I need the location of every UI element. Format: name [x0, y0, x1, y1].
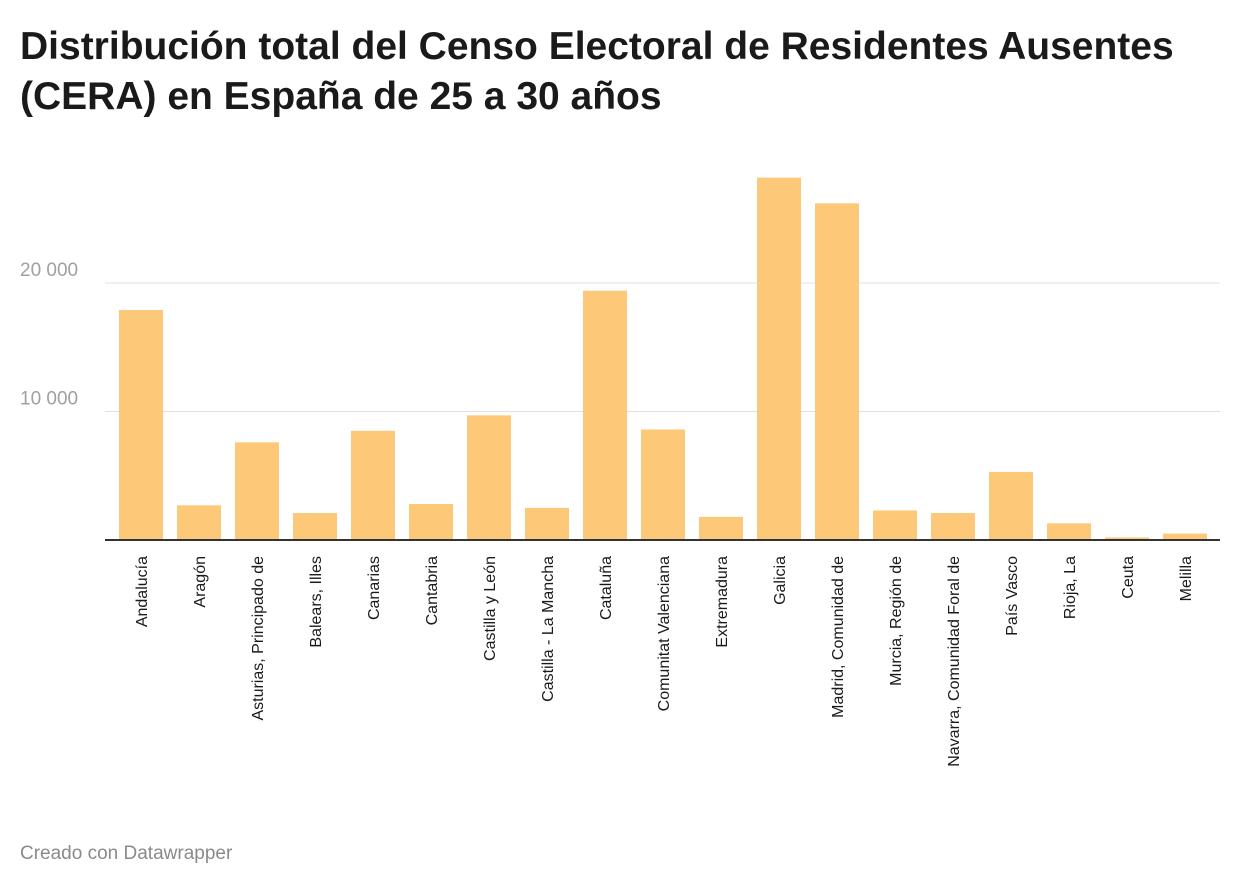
x-tick-label: Asturias, Principado de	[250, 556, 267, 721]
x-tick-label: Galicia	[772, 556, 789, 605]
bar	[989, 471, 1033, 540]
credit-footer: Creado con Datawrapper	[20, 843, 233, 864]
gridlines: 10 000 20 000	[20, 260, 1220, 412]
bar	[641, 429, 685, 540]
x-tick-label: Castilla - La Mancha	[540, 556, 557, 702]
bar	[1163, 533, 1207, 540]
x-tick-label: Rioja, La	[1062, 556, 1079, 619]
x-tick-label: Ceuta	[1120, 556, 1137, 599]
x-tick-label: Extremadura	[714, 556, 731, 648]
x-tick-label: Cantabria	[424, 556, 441, 625]
bar	[699, 516, 743, 540]
bar	[119, 309, 163, 540]
x-tick-label: Comunitat Valenciana	[656, 556, 673, 711]
bar	[583, 290, 627, 540]
bar	[873, 510, 917, 540]
x-tick-label: Navarra, Comunidad Foral de	[946, 556, 963, 767]
bar	[293, 513, 337, 540]
chart-title: Distribución total del Censo Electoral d…	[20, 25, 1174, 118]
x-tick-label: Madrid, Comunidad de	[830, 556, 847, 718]
x-tick-label: Castilla y León	[482, 556, 499, 661]
x-tick-label: Melilla	[1178, 556, 1195, 601]
bar	[1047, 523, 1091, 540]
x-tick-label: Aragón	[192, 556, 209, 608]
bar	[931, 513, 975, 540]
bar	[177, 505, 221, 540]
bar	[235, 442, 279, 540]
bar-chart: 10 000 20 000 Andalucía Aragón Asturias, Pr…	[20, 177, 1220, 767]
bar	[409, 504, 453, 540]
bar	[525, 507, 569, 540]
bars	[119, 177, 1207, 540]
y-tick-label: 20 000	[20, 260, 78, 281]
x-tick-label: Canarias	[366, 556, 383, 620]
bar	[467, 415, 511, 540]
x-axis-labels: Andalucía Aragón Asturias, Principado de Ba…	[134, 556, 1195, 767]
bar	[757, 177, 801, 540]
x-tick-label: Balears, Illes	[308, 556, 325, 648]
bar	[351, 430, 395, 540]
x-tick-label: Andalucía	[134, 556, 151, 627]
bar	[1105, 537, 1149, 540]
y-tick-label: 10 000	[20, 389, 78, 410]
x-tick-label: Cataluña	[598, 556, 615, 620]
bar	[815, 203, 859, 540]
x-tick-label: Murcia, Región de	[888, 556, 905, 686]
x-tick-label: País Vasco	[1004, 556, 1021, 636]
